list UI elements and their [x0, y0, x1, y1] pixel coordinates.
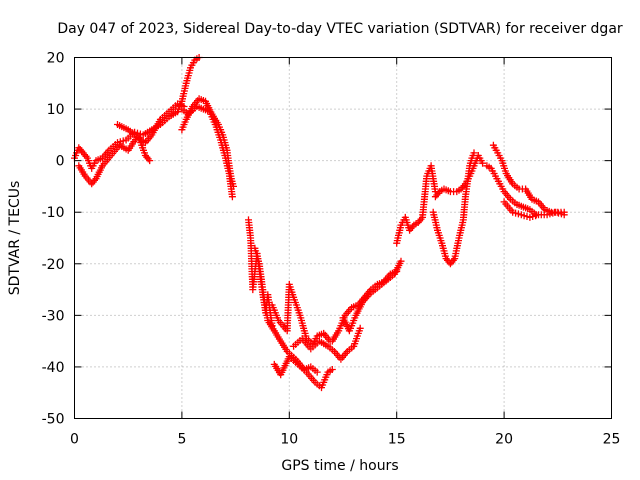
- series-sat-n: [429, 149, 478, 268]
- series-sat-e: [178, 103, 236, 201]
- series-sat-i: [268, 280, 334, 348]
- series-sat-r: [500, 198, 568, 221]
- series-sat-o: [431, 152, 487, 201]
- y-tick-label: 10: [47, 102, 65, 118]
- x-tick-label: 10: [280, 432, 298, 448]
- series-sat-j: [290, 324, 364, 363]
- data-point: [228, 193, 236, 201]
- data-point: [560, 211, 568, 219]
- y-tick-label: 20: [47, 51, 65, 67]
- data-point: [470, 149, 478, 157]
- y-tick-label: -40: [42, 360, 65, 376]
- series-sat-q: [489, 141, 568, 216]
- x-tick-label: 25: [603, 432, 621, 448]
- x-tick-label: 15: [388, 432, 406, 448]
- x-tick-label: 20: [495, 432, 513, 448]
- y-tick-label: -20: [42, 257, 65, 273]
- y-tick-label: -50: [42, 412, 65, 428]
- data-point: [146, 157, 154, 165]
- x-axis-title: GPS time / hours: [281, 458, 398, 474]
- y-tick-label: -30: [42, 308, 65, 324]
- x-tick-label: 5: [177, 432, 186, 448]
- grid: [74, 57, 612, 419]
- series-sat-b: [75, 100, 188, 188]
- y-axis-title: SDTVAR / TECUs: [7, 181, 23, 296]
- series-sat-p: [483, 162, 540, 219]
- data-point: [479, 159, 487, 167]
- chart-title: Day 047 of 2023, Sidereal Day-to-day VTE…: [57, 21, 623, 37]
- data-points: [71, 54, 568, 392]
- series-sat-m: [393, 162, 439, 247]
- y-tick-label: -10: [42, 205, 65, 221]
- data-point: [397, 257, 405, 265]
- series-sat-l: [339, 257, 405, 335]
- plot-frame: [74, 57, 612, 419]
- series-sat-c: [114, 121, 154, 165]
- x-tick-label: 0: [70, 432, 79, 448]
- data-point: [313, 368, 321, 376]
- y-tick-label: 0: [56, 154, 65, 170]
- axis-ticks: -50 -40 -30 -20 -10 0 10 20 0 5 10 15 20 25: [42, 51, 621, 448]
- series-sat-h: [270, 353, 336, 392]
- data-point: [328, 366, 336, 373]
- data-point: [356, 324, 364, 332]
